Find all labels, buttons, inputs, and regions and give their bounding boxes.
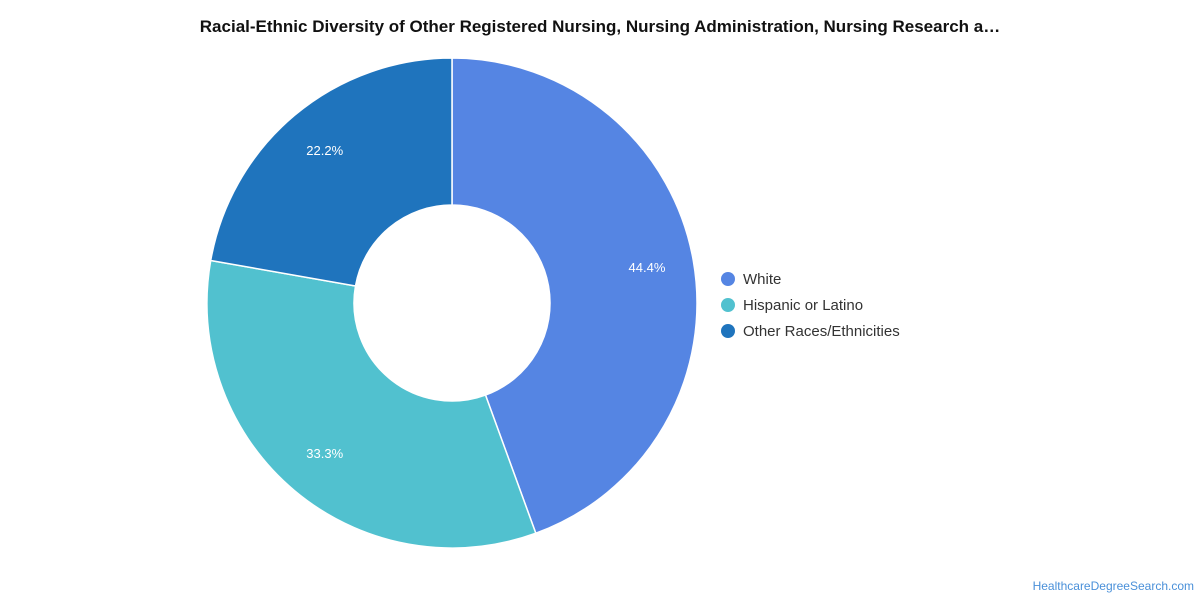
slice-label-white: 44.4%	[629, 260, 666, 275]
donut-slice-other-races[interactable]	[209, 57, 453, 287]
legend-item-white[interactable]: White	[721, 266, 900, 292]
slice-label-other-races: 22.2%	[306, 143, 343, 158]
slice-label-hispanic-or-latino: 33.3%	[306, 446, 343, 461]
donut-slice-white[interactable]	[451, 57, 698, 535]
chart-legend: White Hispanic or Latino Other Races/Eth…	[721, 266, 900, 344]
legend-item-other-races[interactable]: Other Races/Ethnicities	[721, 318, 900, 344]
legend-swatch-hispanic-or-latino	[721, 298, 735, 312]
chart-title: Racial-Ethnic Diversity of Other Registe…	[199, 17, 1001, 36]
donut-slice-hispanic-or-latino[interactable]	[206, 259, 537, 549]
legend-swatch-white	[721, 272, 735, 286]
legend-swatch-other-races	[721, 324, 735, 338]
legend-label-other-races: Other Races/Ethnicities	[743, 322, 900, 340]
source-credit-link[interactable]: HealthcareDegreeSearch.com	[1032, 579, 1194, 593]
legend-label-hispanic-or-latino: Hispanic or Latino	[743, 296, 864, 314]
legend-label-white: White	[743, 270, 782, 288]
legend-item-hispanic-or-latino[interactable]: Hispanic or Latino	[721, 292, 900, 318]
